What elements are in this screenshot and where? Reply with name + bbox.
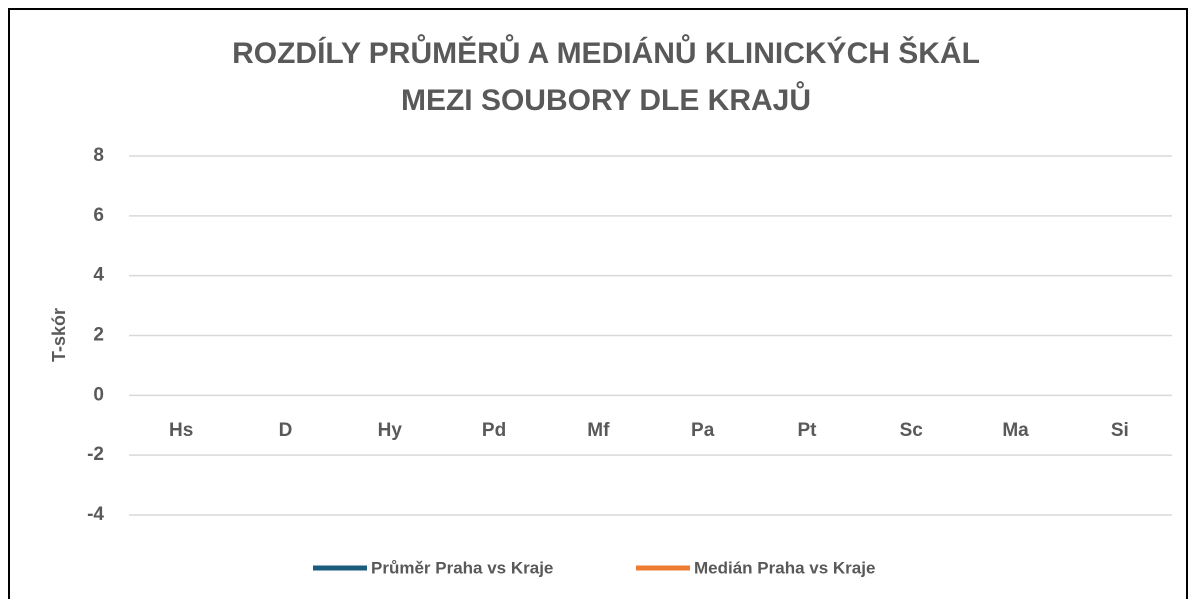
chart-frame (8, 8, 1188, 599)
x-tick-label: Hs (169, 420, 193, 441)
y-tick-label: 8 (93, 145, 104, 166)
legend-label: Průměr Praha vs Kraje (371, 558, 553, 577)
x-tick-label: Hy (378, 420, 403, 441)
y-tick-label: -2 (87, 444, 104, 465)
x-tick-label: Pd (482, 420, 506, 441)
y-tick-label: 6 (93, 205, 104, 226)
y-tick-label: 4 (93, 265, 104, 286)
y-tick-label: -4 (87, 504, 104, 525)
chart-title: MEZI SOUBORY DLE KRAJŮ (401, 81, 811, 117)
x-tick-label: Pt (797, 420, 817, 441)
x-tick-label: Ma (1002, 420, 1029, 441)
x-tick-label: D (279, 420, 293, 441)
y-tick-label: 2 (93, 325, 104, 346)
x-tick-label: Si (1111, 420, 1129, 441)
chart-title: ROZDÍLY PRŮMĚRŮ A MEDIÁNŮ KLINICKÝCH ŠKÁ… (232, 34, 980, 70)
x-tick-label: Sc (900, 420, 924, 441)
legend-label: Medián Praha vs Kraje (694, 558, 875, 577)
y-axis-label: T-skór (49, 308, 69, 362)
x-tick-label: Pa (691, 420, 715, 441)
x-tick-label: Mf (587, 420, 610, 441)
y-tick-label: 0 (93, 384, 104, 405)
